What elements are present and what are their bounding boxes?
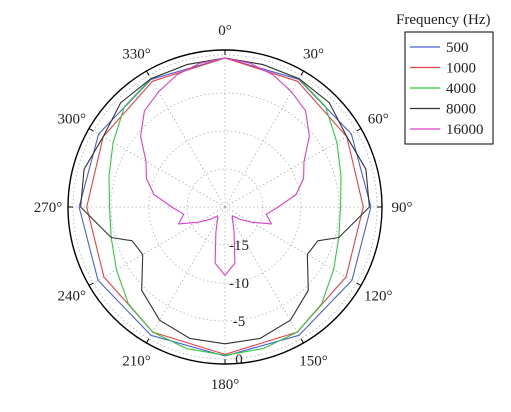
radial-tick-label: -15 bbox=[229, 238, 249, 254]
legend-entry: 8000 bbox=[410, 102, 476, 118]
angle-tick-mark bbox=[356, 128, 362, 132]
angular-gridline bbox=[224, 130, 357, 208]
radial-tick-label: 0 bbox=[235, 352, 243, 368]
angle-tick-label: 330° bbox=[122, 47, 151, 63]
radial-tick-label: -5 bbox=[233, 314, 246, 330]
angular-gridline bbox=[148, 75, 226, 208]
legend-title: Frequency (Hz) bbox=[396, 12, 491, 28]
angle-tick-label: 90° bbox=[392, 200, 413, 216]
legend: Frequency (Hz) 500 1000 4000 8000 16000 bbox=[396, 12, 494, 145]
angle-tick-mark bbox=[300, 70, 304, 76]
legend-entry: 1000 bbox=[410, 61, 476, 77]
series-lines bbox=[78, 57, 372, 357]
angle-tick-mark bbox=[146, 70, 150, 76]
series-line-8000 bbox=[80, 57, 370, 345]
angle-tick-label: 60° bbox=[368, 112, 389, 128]
radial-gridline bbox=[186, 168, 264, 246]
angular-gridline bbox=[224, 206, 302, 339]
series-line-4000 bbox=[108, 57, 342, 356]
legend-label: 8000 bbox=[446, 102, 476, 118]
angle-tick-label: 300° bbox=[57, 112, 86, 128]
angle-tick-mark bbox=[88, 282, 94, 286]
angular-gridline bbox=[224, 75, 302, 208]
angle-tick-label: 30° bbox=[303, 47, 324, 63]
angle-tick-label: 0° bbox=[218, 23, 232, 39]
angle-tick-label: 240° bbox=[57, 289, 86, 305]
series-line-500 bbox=[78, 57, 372, 357]
legend-label: 500 bbox=[446, 40, 469, 56]
legend-entries: 500 1000 4000 8000 16000 bbox=[410, 40, 484, 138]
legend-entry: 4000 bbox=[410, 81, 476, 97]
legend-label: 16000 bbox=[446, 122, 484, 138]
angular-gridline bbox=[93, 130, 226, 208]
angular-gridline bbox=[148, 206, 226, 339]
legend-label: 4000 bbox=[446, 81, 476, 97]
angle-tick-label: 270° bbox=[34, 200, 63, 216]
radial-labels: -15 -10 -5 0 bbox=[229, 238, 249, 368]
legend-entry: 500 bbox=[410, 40, 469, 56]
angle-tick-label: 180° bbox=[211, 377, 240, 393]
polar-grid bbox=[67, 49, 383, 365]
angle-labels: 0° 30° 60° 90° 120° 150° 180° 210° 240° 270° 300° 3… bbox=[34, 23, 413, 393]
angular-gridline bbox=[224, 206, 357, 284]
legend-label: 1000 bbox=[446, 61, 476, 77]
angle-tick-label: 120° bbox=[364, 289, 393, 305]
radial-gridline bbox=[110, 92, 340, 322]
angle-tick-mark bbox=[300, 338, 304, 344]
radial-tick-label: -10 bbox=[229, 276, 249, 292]
angle-tick-mark bbox=[356, 282, 362, 286]
series-line-16000 bbox=[140, 57, 310, 276]
angle-tick-mark bbox=[146, 338, 150, 344]
legend-entry: 16000 bbox=[410, 122, 484, 138]
angle-tick-label: 210° bbox=[122, 353, 151, 369]
angle-tick-mark bbox=[88, 128, 94, 132]
angle-tick-label: 150° bbox=[299, 353, 328, 369]
angular-gridline bbox=[93, 206, 226, 284]
